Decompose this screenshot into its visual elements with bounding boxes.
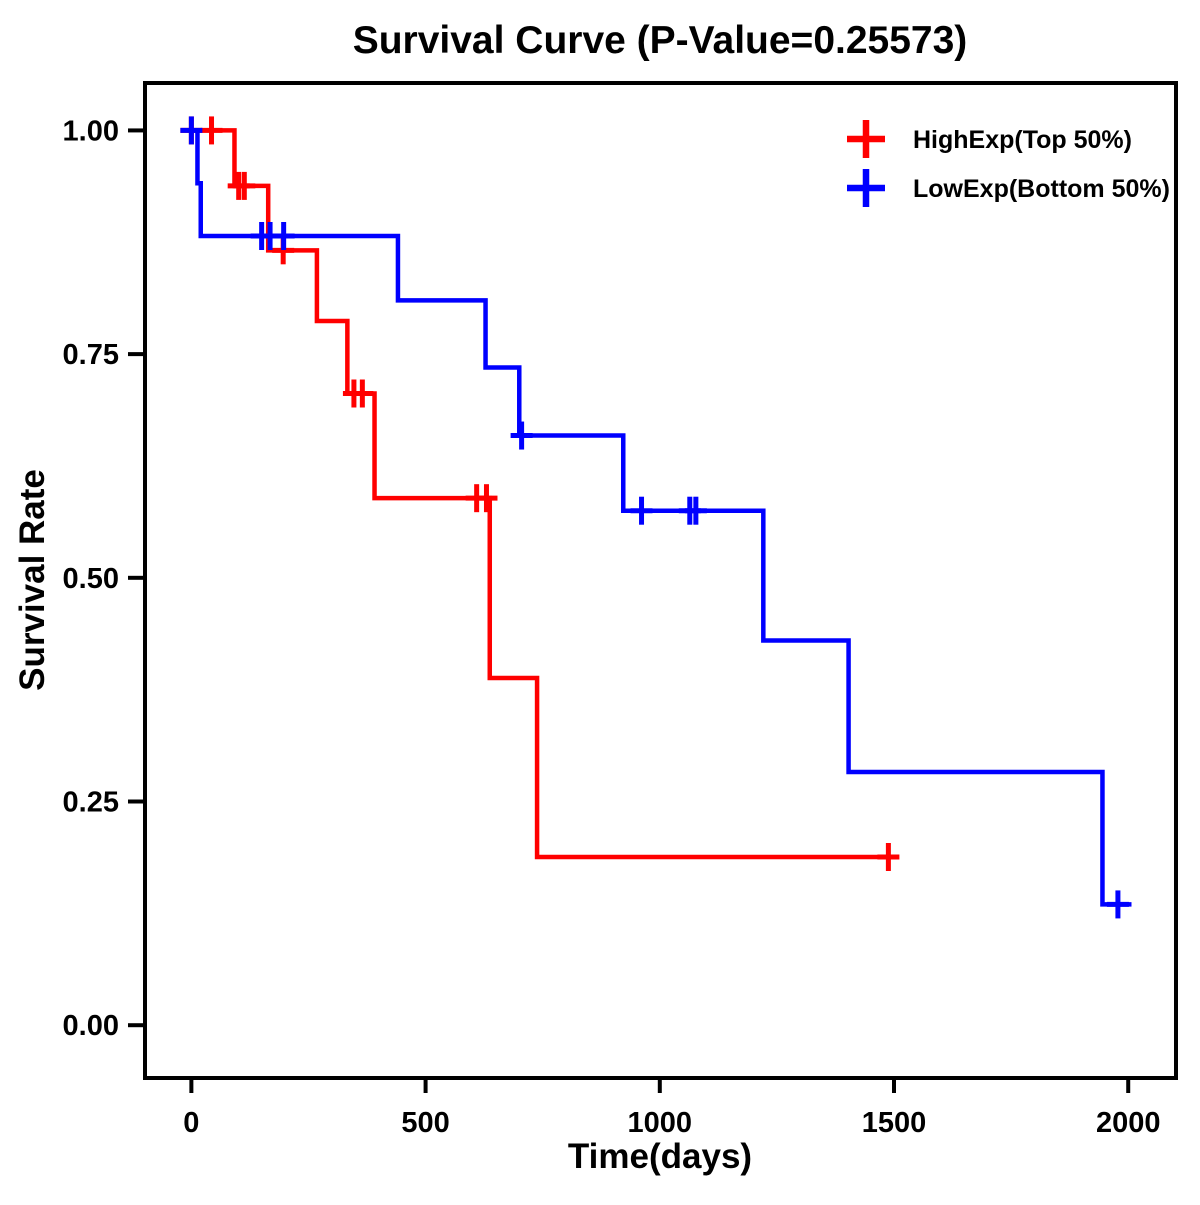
x-axis-label: Time(days): [568, 1137, 752, 1176]
survival-curve-highexp: [191, 128, 889, 860]
plot-border: [143, 81, 1178, 1080]
y-axis-tick-label: 0.75: [63, 339, 119, 371]
chart-title: Survival Curve (P-Value=0.25573): [353, 19, 968, 62]
y-axis-label: Survival Rate: [13, 469, 52, 691]
legend: HighExp(Top 50%) LowExp(Bottom 50%): [847, 120, 1170, 207]
legend-entry-highexp: HighExp(Top 50%): [847, 120, 1132, 158]
y-axis-tick-label: 1.00: [63, 115, 119, 147]
survival-curves: [180, 116, 1132, 919]
x-axis-tick-label: 0: [183, 1107, 199, 1139]
legend-label-lowexp: LowExp(Bottom 50%): [913, 175, 1170, 203]
y-axis-tick-label: 0.50: [63, 563, 119, 595]
x-axis-tick-label: 2000: [1096, 1107, 1161, 1139]
x-axis-tick-label: 500: [401, 1107, 449, 1139]
x-axis-tick-label: 1500: [862, 1107, 927, 1139]
legend-label-highexp: HighExp(Top 50%): [913, 126, 1132, 154]
censor-marks-highexp: [180, 116, 900, 871]
x-axis-ticks: 0 500 1000 1500 2000: [183, 1080, 1160, 1139]
censor-marks-lowexp: [180, 116, 1129, 919]
y-axis-ticks: 0.00 0.25 0.50 0.75 1.00: [63, 115, 143, 1042]
y-axis-tick-label: 0.25: [63, 787, 119, 819]
survival-curve-lowexp: [191, 128, 1132, 907]
x-axis-tick-label: 1000: [628, 1107, 693, 1139]
legend-entry-lowexp: LowExp(Bottom 50%): [847, 169, 1170, 207]
y-axis-tick-label: 0.00: [63, 1010, 119, 1042]
